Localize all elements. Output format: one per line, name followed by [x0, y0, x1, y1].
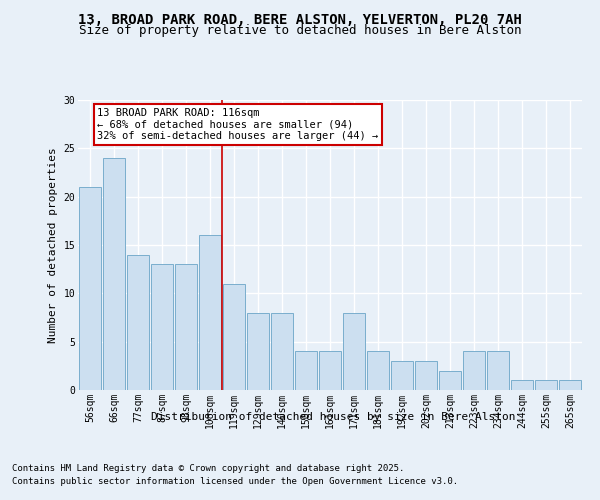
- Bar: [415, 361, 437, 390]
- Bar: [151, 264, 173, 390]
- Bar: [367, 352, 389, 390]
- Bar: [439, 370, 461, 390]
- Text: Distribution of detached houses by size in Bere Alston: Distribution of detached houses by size …: [151, 412, 515, 422]
- Bar: [175, 264, 197, 390]
- Y-axis label: Number of detached properties: Number of detached properties: [48, 147, 58, 343]
- Bar: [559, 380, 581, 390]
- Text: 13 BROAD PARK ROAD: 116sqm
← 68% of detached houses are smaller (94)
32% of semi: 13 BROAD PARK ROAD: 116sqm ← 68% of deta…: [97, 108, 379, 141]
- Bar: [79, 187, 101, 390]
- Bar: [535, 380, 557, 390]
- Text: Contains HM Land Registry data © Crown copyright and database right 2025.: Contains HM Land Registry data © Crown c…: [12, 464, 404, 473]
- Text: 13, BROAD PARK ROAD, BERE ALSTON, YELVERTON, PL20 7AH: 13, BROAD PARK ROAD, BERE ALSTON, YELVER…: [78, 12, 522, 26]
- Bar: [199, 236, 221, 390]
- Bar: [223, 284, 245, 390]
- Bar: [487, 352, 509, 390]
- Text: Contains public sector information licensed under the Open Government Licence v3: Contains public sector information licen…: [12, 477, 458, 486]
- Bar: [295, 352, 317, 390]
- Bar: [511, 380, 533, 390]
- Bar: [271, 312, 293, 390]
- Bar: [127, 254, 149, 390]
- Bar: [391, 361, 413, 390]
- Bar: [103, 158, 125, 390]
- Bar: [247, 312, 269, 390]
- Text: Size of property relative to detached houses in Bere Alston: Size of property relative to detached ho…: [79, 24, 521, 37]
- Bar: [343, 312, 365, 390]
- Bar: [463, 352, 485, 390]
- Bar: [319, 352, 341, 390]
